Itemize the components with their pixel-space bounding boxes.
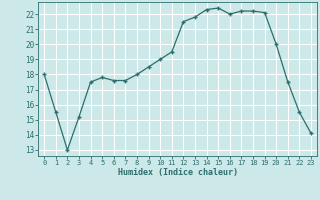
X-axis label: Humidex (Indice chaleur): Humidex (Indice chaleur) bbox=[118, 168, 238, 177]
